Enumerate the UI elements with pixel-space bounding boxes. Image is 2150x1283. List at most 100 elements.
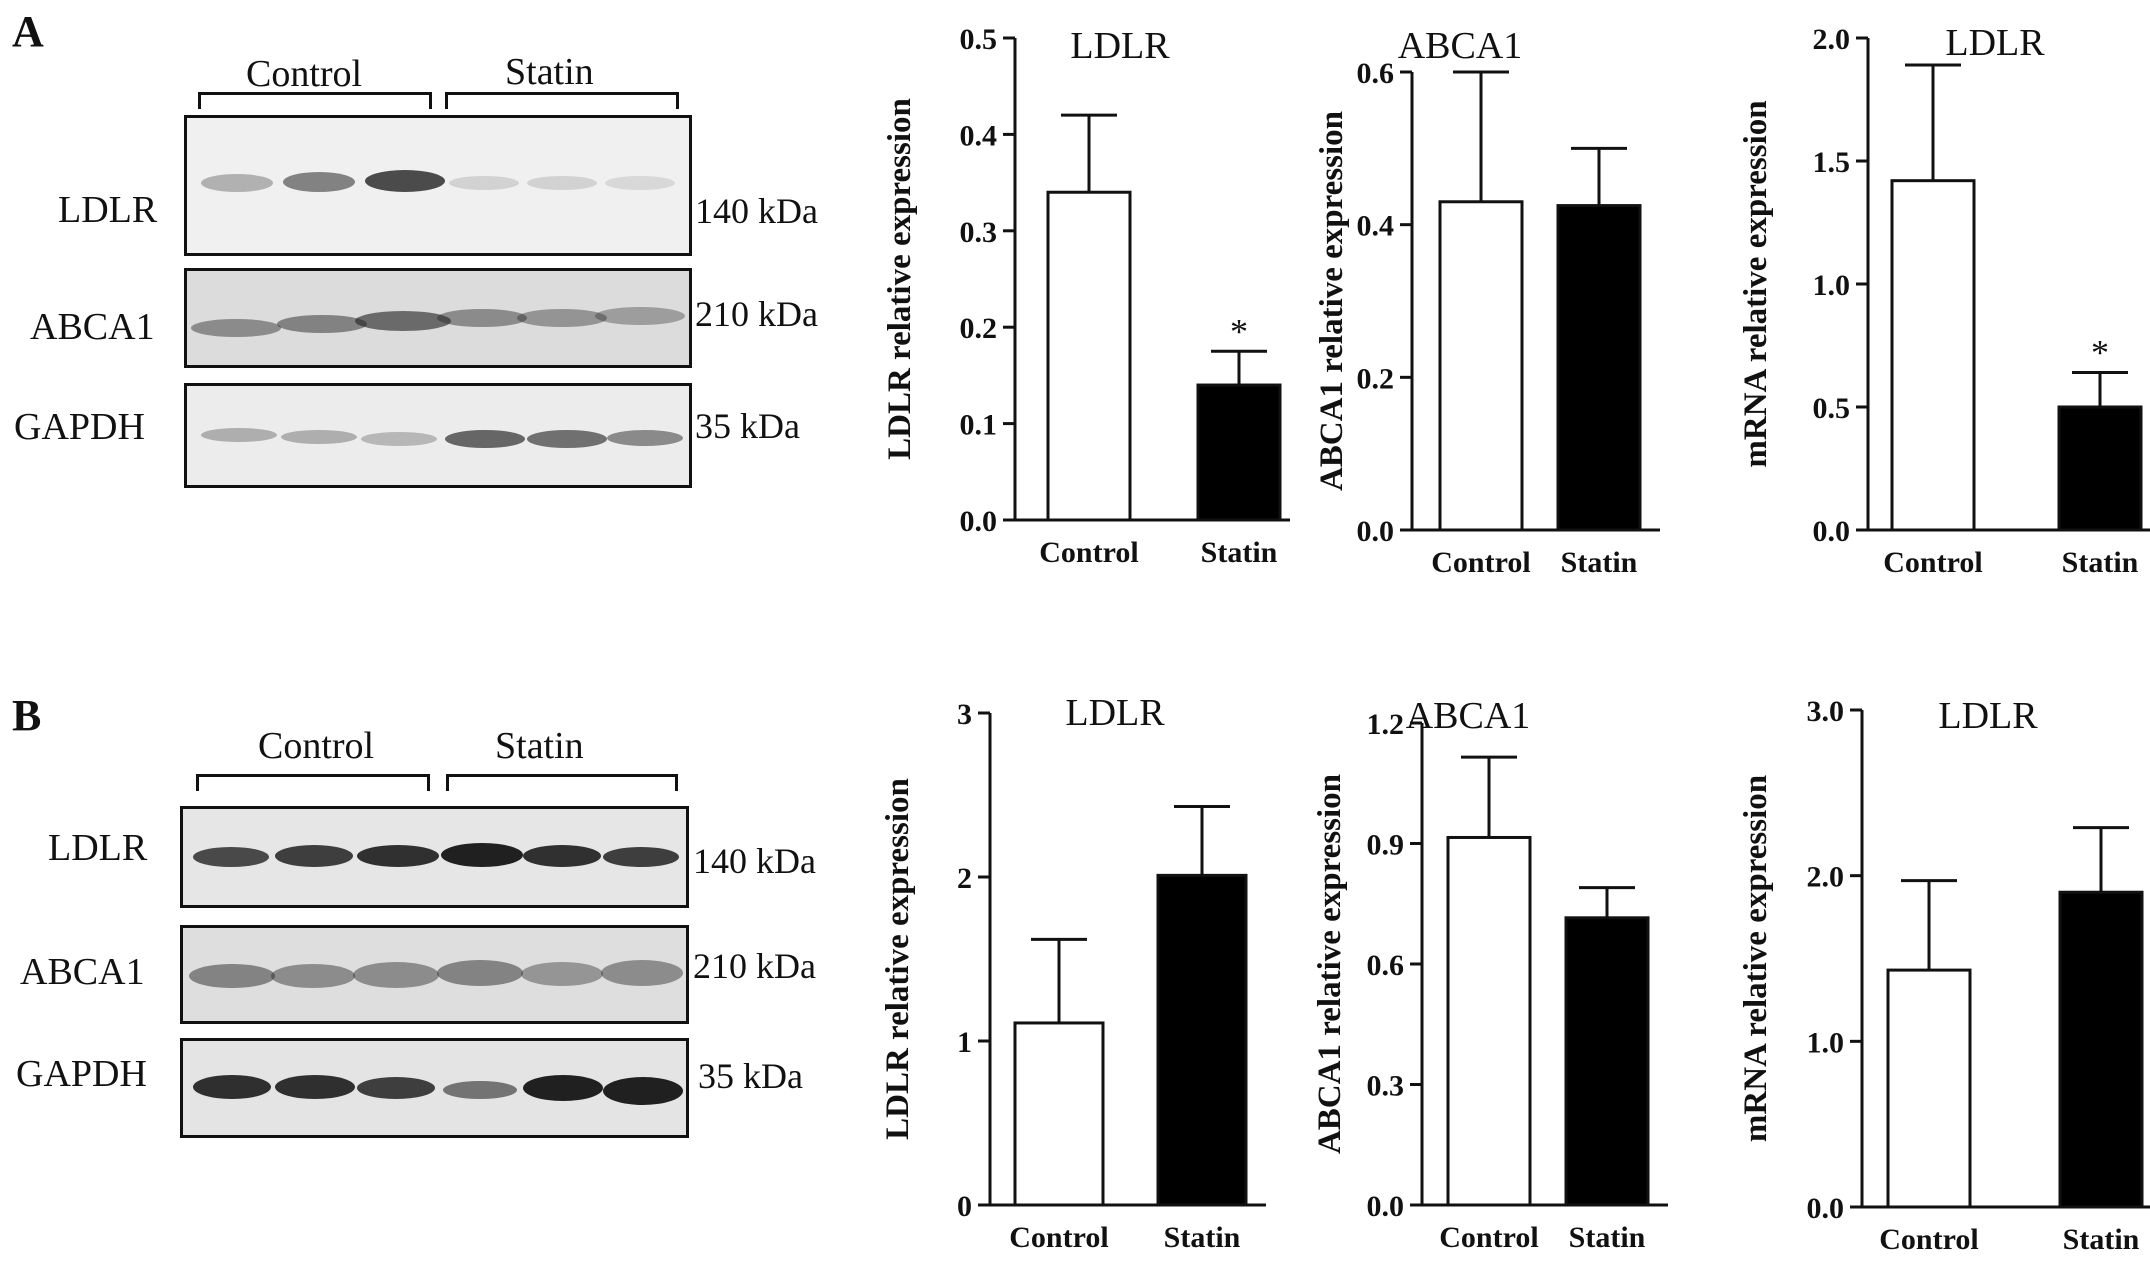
panel-a-gapdh-size: 35 kDa	[695, 406, 800, 446]
band	[193, 1075, 271, 1099]
band	[355, 311, 451, 331]
chart-a-ldlr-mrna: 0.0 0.5 1.0 1.5 2.0 mRNA relative expression L…	[1738, 22, 2150, 579]
panel-b-control-bracket	[196, 774, 430, 791]
panel-b-gapdh-blot	[180, 1038, 689, 1138]
panel-b-gapdh-label: GAPDH	[16, 1053, 147, 1095]
band	[361, 432, 437, 446]
y-axis-label: mRNA relative expression	[1738, 100, 1774, 467]
panel-a-control-label: Control	[246, 53, 363, 95]
x-tick-label: Statin	[1201, 536, 1278, 569]
y-tick-label: 2.0	[1813, 23, 1851, 56]
panel-a-ldlr-size: 140 kDa	[695, 191, 818, 231]
y-tick-label: 0.5	[1813, 392, 1851, 425]
panel-a-statin-bracket	[445, 92, 679, 109]
x-tick-label: Statin	[2063, 1223, 2140, 1256]
x-tick-label: Statin	[1561, 546, 1638, 579]
y-tick-label: 0.0	[1807, 1192, 1845, 1225]
band	[191, 319, 281, 337]
bar	[1438, 200, 1524, 532]
y-tick-label: 0.4	[960, 119, 998, 152]
panel-a-abca1-blot	[184, 268, 692, 368]
y-tick-label: 0.1	[960, 409, 998, 442]
significance-marker: *	[1230, 311, 1248, 351]
panel-a-abca1-label: ABCA1	[30, 306, 155, 348]
band	[607, 430, 683, 446]
y-tick-label: 1.0	[1813, 269, 1851, 302]
band	[443, 1081, 517, 1099]
chart-a-ldlr-protein: 0.0 0.1 0.2 0.3 0.4 0.5 LDLR relative expressi…	[882, 23, 1290, 569]
band	[283, 172, 355, 192]
y-tick-label: 1.0	[1807, 1026, 1845, 1059]
x-tick-label: Control	[1009, 1221, 1108, 1254]
panel-b-abca1-size: 210 kDa	[693, 946, 816, 986]
band	[201, 428, 277, 442]
y-tick-label: 0.6	[1357, 57, 1395, 90]
y-tick-label: 0.6	[1367, 949, 1405, 982]
panel-a-abca1-size: 210 kDa	[695, 294, 818, 334]
panel-b-letter: B	[12, 691, 42, 740]
band	[271, 964, 355, 988]
bar	[1013, 1021, 1105, 1207]
band	[521, 962, 603, 986]
x-tick-label: Statin	[1164, 1221, 1241, 1254]
y-tick-label: 0.3	[960, 216, 998, 249]
band	[601, 960, 683, 986]
bar	[1564, 916, 1650, 1207]
chart-title: LDLR	[1938, 695, 2038, 737]
bar	[1886, 968, 1972, 1209]
band	[201, 174, 273, 192]
y-tick-label: 0.0	[960, 505, 998, 538]
y-tick-label: 3.0	[1807, 695, 1845, 728]
y-axis-label: mRNA relative expression	[1738, 775, 1774, 1142]
x-tick-label: Statin	[2062, 546, 2139, 579]
y-tick-label: 0.4	[1357, 210, 1395, 243]
panel-b-control-label: Control	[258, 725, 375, 767]
panel-b-statin-bracket	[446, 774, 678, 791]
panel-b-ldlr-blot	[180, 806, 689, 908]
panel-b-gapdh-size: 35 kDa	[698, 1056, 803, 1096]
y-tick-label: 2	[957, 862, 972, 895]
panel-b-abca1-blot	[180, 925, 689, 1024]
y-tick-label: 1	[957, 1026, 972, 1059]
y-tick-label: 0.3	[1367, 1070, 1405, 1103]
band	[281, 430, 357, 444]
x-tick-label: Control	[1431, 546, 1530, 579]
chart-title: LDLR	[1065, 692, 1165, 734]
chart-b-ldlr-protein: 0 1 2 3 LDLR relative expression LDLR Control S…	[880, 692, 1266, 1254]
band	[437, 309, 527, 327]
chart-b-abca1-protein: 0.0 0.3 0.6 0.9 1.2 ABCA1 relative expression…	[1312, 695, 1668, 1254]
chart-b-ldlr-mrna: 0.0 1.0 2.0 3.0 mRNA relative expression LDLR…	[1738, 695, 2150, 1256]
band	[357, 1077, 435, 1099]
panel-a-control-bracket	[198, 92, 432, 109]
y-tick-label: 2.0	[1807, 861, 1845, 894]
x-tick-label: Control	[1439, 1221, 1538, 1254]
band	[357, 845, 439, 867]
panel-a-gapdh-label: GAPDH	[14, 406, 145, 448]
band	[445, 430, 525, 448]
y-tick-label: 0.2	[1357, 362, 1395, 395]
band	[595, 307, 685, 325]
chart-title: LDLR	[1945, 22, 2045, 64]
band	[523, 845, 601, 867]
x-tick-label: Control	[1039, 536, 1138, 569]
chart-title: LDLR	[1070, 25, 1170, 67]
bar	[1156, 873, 1248, 1207]
band	[517, 309, 607, 327]
band	[449, 176, 519, 190]
y-tick-label: 0.9	[1367, 829, 1405, 862]
bar	[1046, 190, 1132, 522]
band	[365, 170, 445, 192]
y-tick-label: 1.2	[1367, 708, 1405, 741]
bar	[2057, 405, 2143, 532]
band	[275, 845, 353, 867]
band	[193, 847, 269, 867]
y-tick-label: 0.5	[960, 23, 998, 56]
x-tick-label: Statin	[1569, 1221, 1646, 1254]
bar	[1196, 383, 1282, 522]
band	[275, 1075, 355, 1099]
y-axis-label: ABCA1 relative expression	[1314, 111, 1350, 491]
band	[277, 315, 367, 333]
band	[437, 960, 523, 986]
y-tick-label: 0.0	[1813, 515, 1851, 548]
